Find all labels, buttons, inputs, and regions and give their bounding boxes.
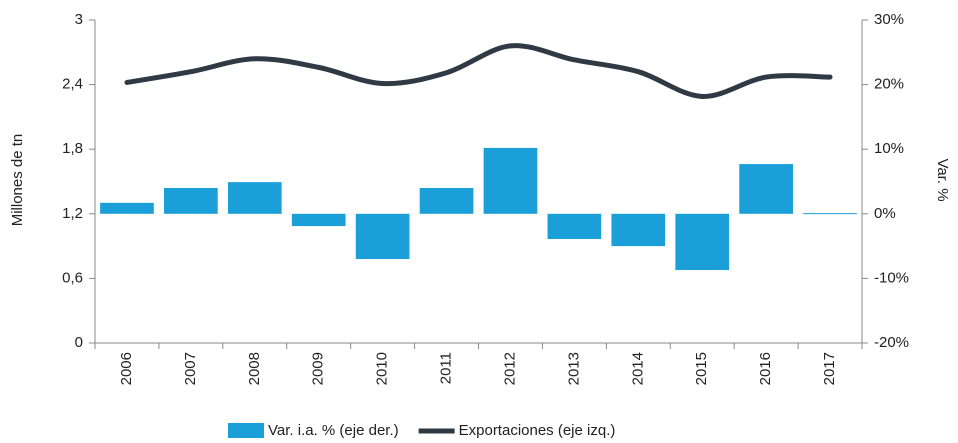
bar (100, 202, 154, 214)
bar (675, 213, 730, 271)
bar (355, 213, 410, 260)
x-tick-label: 2006 (118, 352, 135, 385)
bar (803, 213, 857, 215)
x-tick-label: 2007 (182, 352, 199, 385)
y2-tick-label: 0% (874, 205, 896, 222)
y2-tick-label: 10% (874, 140, 904, 157)
y-axis-label: Millones de tn (9, 134, 26, 227)
y-tick-label: 3 (75, 11, 83, 28)
legend-swatch (228, 423, 264, 438)
legend-label: Exportaciones (eje izq.) (459, 422, 616, 439)
y2-tick-label: -10% (874, 269, 909, 286)
y2-axis-label: Var. % (934, 158, 951, 201)
x-tick-label: 2013 (565, 352, 582, 385)
y2-tick-label: -20% (874, 334, 909, 351)
x-tick-label: 2011 (438, 352, 455, 384)
x-tick-label: 2017 (821, 352, 838, 385)
y2-tick-label: 30% (874, 11, 904, 28)
y-tick-label: 1,8 (62, 140, 83, 157)
y-tick-label: 0 (75, 334, 83, 351)
bar (611, 213, 666, 247)
bar (164, 187, 218, 214)
legend-label: Var. i.a. % (eje der.) (268, 422, 399, 439)
x-tick-label: 2015 (693, 352, 710, 385)
line (124, 43, 833, 99)
x-tick-label: 2014 (629, 352, 646, 385)
y-tick-label: 1,2 (62, 205, 83, 222)
bar (547, 213, 602, 239)
bar (739, 164, 793, 214)
bar (291, 213, 346, 227)
bar (483, 147, 538, 214)
bar (419, 187, 474, 214)
y-tick-label: 2,4 (62, 76, 83, 93)
x-tick-label: 2008 (246, 352, 263, 385)
y2-tick-label: 20% (874, 76, 904, 93)
y-tick-label: 0,6 (62, 269, 83, 286)
bar (227, 182, 282, 214)
x-tick-label: 2010 (374, 352, 391, 385)
x-tick-label: 2016 (757, 352, 774, 385)
x-tick-label: 2009 (310, 352, 327, 385)
x-tick-label: 2012 (501, 352, 518, 385)
